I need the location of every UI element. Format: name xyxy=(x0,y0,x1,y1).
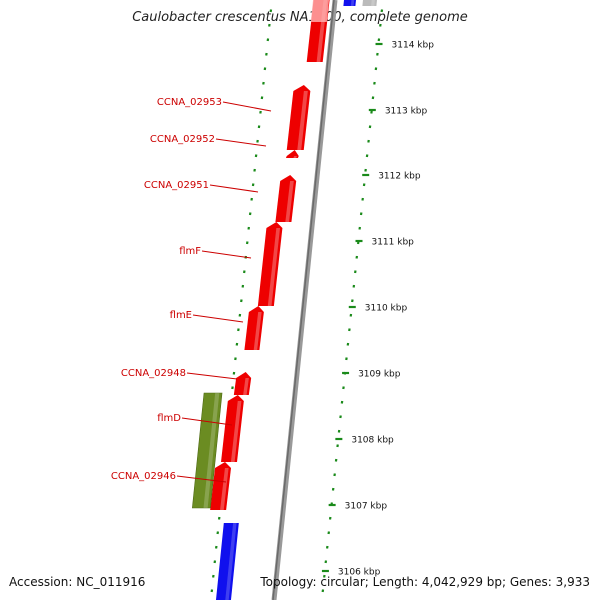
gene-label-leader xyxy=(186,372,238,380)
gene-label[interactable]: flmE xyxy=(170,310,192,321)
gene-arrow-highlight xyxy=(297,91,308,150)
gene-arrow[interactable] xyxy=(210,462,232,510)
gene-label[interactable]: CCNA_02952 xyxy=(150,134,215,145)
gene-arrow-highlight xyxy=(350,0,355,6)
gene-arrow-highlight xyxy=(285,181,294,222)
scale-tick-label: 3109 kbp xyxy=(358,370,401,380)
gene-arrow-highlight xyxy=(243,378,249,395)
gene-label-leader xyxy=(215,138,267,147)
gene-arrow[interactable] xyxy=(343,0,357,6)
gene-label-leader xyxy=(192,314,244,323)
gene-label[interactable]: CCNA_02948 xyxy=(121,368,186,379)
scale-tick-label: 3106 kbp xyxy=(338,568,381,578)
gene-label-leader xyxy=(176,475,227,483)
gene-label[interactable]: flmF xyxy=(179,246,201,257)
scale-tick-label: 3113 kbp xyxy=(385,107,428,117)
gene-arrow[interactable] xyxy=(285,150,299,158)
accession-label: Accession: NC_011916 xyxy=(9,575,146,589)
gene-label-leader xyxy=(222,101,272,112)
scale-tick-label: 3107 kbp xyxy=(345,502,388,512)
gene-arrow[interactable] xyxy=(215,523,239,600)
gene-label[interactable]: CCNA_02953 xyxy=(157,97,222,108)
topology-label: Topology: circular; Length: 4,042,929 bp… xyxy=(260,575,590,589)
gene-arrow[interactable] xyxy=(286,85,311,150)
scale-ticks: 3114 kbp 3113 kbp 3112 kbp 3111 kbp 3110 kbp… xyxy=(321,41,435,578)
gene-label-leader xyxy=(209,184,259,193)
gene-label[interactable]: CCNA_02951 xyxy=(144,180,209,191)
gene-arrow-fade xyxy=(310,0,330,22)
gene-arrow[interactable] xyxy=(221,395,244,462)
gene-label[interactable]: flmD xyxy=(157,413,181,424)
gene-arrow[interactable] xyxy=(233,372,252,395)
gene-labels: CCNA_02953 CCNA_02952 CCNA_02951 flmF flmE CC… xyxy=(111,97,272,483)
gene-label-leader xyxy=(201,250,252,259)
gene-arrow-highlight xyxy=(220,468,229,510)
gene-arrow[interactable] xyxy=(362,0,378,6)
gene-label[interactable]: CCNA_02946 xyxy=(111,471,176,482)
scale-tick-label: 3112 kbp xyxy=(378,172,421,182)
genome-backbone xyxy=(271,0,338,600)
genome-title: Caulobacter crescentus NA1000, complete … xyxy=(132,10,468,25)
gene-arrow[interactable] xyxy=(257,222,283,306)
feature-track-dots xyxy=(210,9,384,593)
scale-tick-label: 3111 kbp xyxy=(371,238,414,248)
scale-tick-label: 3108 kbp xyxy=(351,436,394,446)
gene-arrow-highlight xyxy=(267,228,281,306)
gene-arrow[interactable] xyxy=(275,175,297,222)
gene-arrow-highlight xyxy=(230,401,242,462)
gene-arrow[interactable] xyxy=(244,306,264,350)
gene-arrow-highlight xyxy=(371,0,375,6)
gene-arrow-highlight xyxy=(225,523,237,600)
gene-arrow-highlight xyxy=(253,312,262,350)
gene-arrow-highlight xyxy=(293,156,297,158)
gene-label-leader xyxy=(181,417,233,426)
scale-tick-label: 3110 kbp xyxy=(365,304,408,314)
scale-tick-label: 3114 kbp xyxy=(392,41,435,51)
